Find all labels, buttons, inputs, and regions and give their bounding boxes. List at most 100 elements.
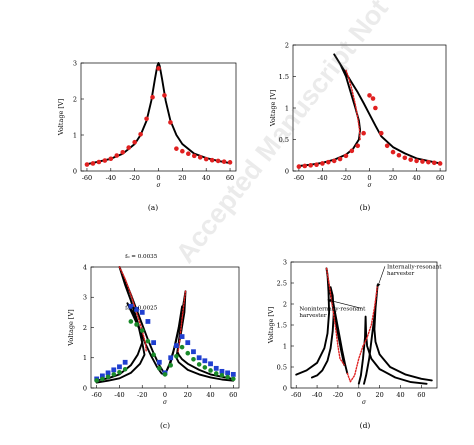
x-axis-label: σ — [362, 399, 367, 406]
data-point-square — [225, 370, 231, 376]
y-tick-label: 0.5 — [277, 363, 287, 371]
annotation-arrow — [377, 266, 386, 288]
data-point-square — [111, 367, 117, 373]
y-tick-label: 1 — [285, 104, 289, 112]
data-point — [308, 163, 313, 168]
y-tick-label: 3 — [283, 258, 287, 266]
data-point — [151, 352, 156, 358]
y-tick-label: 2 — [73, 95, 77, 103]
data-point-square — [185, 340, 191, 346]
data-point-square — [219, 368, 225, 374]
x-tick-label: 60 — [226, 174, 234, 182]
y-tick-label: 2 — [83, 324, 87, 332]
data-point — [370, 96, 376, 101]
data-point — [219, 372, 225, 378]
y-tick-label: 2 — [283, 300, 287, 308]
data-point — [150, 94, 155, 100]
y-tick-label: 4 — [83, 263, 87, 271]
data-point — [373, 105, 378, 111]
unstable-branch-line — [345, 69, 361, 141]
panel-a: -60 -40 -20 0 20 40 60 0 1 2 3 σ Voltage [V] (a) — [57, 59, 237, 212]
x-tick-label: 40 — [396, 391, 404, 399]
response-curve — [357, 315, 428, 385]
data-point-square — [202, 358, 208, 364]
data-point-square — [208, 361, 213, 367]
data-point — [197, 155, 203, 160]
data-point — [196, 362, 202, 367]
y-tick-label: 0 — [73, 167, 77, 175]
data-point — [320, 161, 325, 166]
annotation-text: harvester — [299, 313, 327, 319]
x-tick-label: -60 — [294, 174, 304, 182]
data-point — [426, 159, 431, 165]
annotation-text: harvester — [387, 271, 415, 277]
panel-caption: (b) — [360, 203, 371, 212]
data-point-square — [230, 371, 236, 377]
data-point — [111, 372, 117, 377]
y-tick-label: 3 — [83, 294, 87, 302]
data-point — [396, 152, 402, 158]
data-point — [138, 131, 143, 137]
data-point — [227, 160, 233, 165]
y-tick-label: 0 — [285, 167, 289, 175]
y-tick-label: 2.5 — [277, 279, 287, 287]
data-point — [408, 157, 413, 162]
panel-caption: (c) — [160, 421, 170, 430]
data-point-square — [191, 349, 196, 355]
y-axis-label: Voltage [V] — [57, 99, 65, 136]
data-point — [100, 376, 105, 382]
y-tick-label: 0 — [283, 384, 287, 392]
data-point — [156, 66, 161, 71]
x-tick-label: 40 — [202, 174, 210, 182]
x-tick-label: 20 — [184, 391, 192, 399]
data-point — [168, 120, 173, 125]
x-axis-label: σ — [367, 182, 372, 189]
data-point — [126, 145, 131, 150]
data-point — [296, 164, 302, 169]
data-point — [402, 155, 408, 161]
data-point-square — [156, 359, 162, 365]
data-point — [231, 376, 236, 382]
y-tick-label: 0 — [83, 384, 87, 392]
data-point — [174, 146, 179, 151]
data-point — [367, 93, 372, 98]
data-point — [139, 328, 145, 333]
annotation-arrowhead — [327, 298, 332, 303]
response-curve — [95, 302, 166, 384]
data-point-square — [122, 359, 128, 365]
data-point — [213, 371, 219, 376]
x-tick-label: -40 — [114, 391, 124, 399]
y-tick-label: 1 — [73, 131, 77, 139]
x-tick-label: -60 — [291, 391, 301, 399]
x-tick-label: -20 — [129, 174, 139, 182]
x-tick-label: 60 — [436, 174, 444, 182]
unstable-branch-line — [325, 267, 345, 366]
data-point — [203, 156, 209, 162]
data-point — [162, 372, 168, 377]
data-point-square — [173, 343, 179, 349]
response-curve — [297, 53, 442, 167]
response-curve — [363, 284, 433, 385]
data-point — [105, 374, 111, 380]
data-point-square — [117, 364, 122, 370]
data-point-square — [134, 306, 139, 312]
data-point-square — [145, 319, 151, 324]
data-point — [215, 158, 221, 164]
panel-b: -60 -40 -20 0 20 40 60 0 0.5 1 1.5 2 σ Voltage [V] (b) — [269, 41, 447, 212]
panel-c: -60 -40 -20 0 20 40 60 0 1 2 3 4 σ Voltage [V] f₀ = 0.… — [67, 254, 240, 430]
data-point — [128, 319, 134, 324]
data-point — [191, 153, 197, 159]
data-point — [191, 356, 196, 362]
data-point-square — [213, 365, 219, 371]
data-point — [84, 162, 90, 167]
data-point — [179, 344, 185, 350]
data-point — [132, 139, 137, 145]
plot-frame — [80, 62, 237, 172]
x-tick-label: 20 — [389, 174, 397, 182]
data-point — [437, 161, 443, 166]
data-point — [114, 153, 120, 158]
plot-frame — [290, 261, 438, 389]
panel-caption: (a) — [148, 203, 158, 212]
y-axis-label: Voltage [V] — [267, 307, 275, 344]
data-point-square — [105, 370, 111, 376]
